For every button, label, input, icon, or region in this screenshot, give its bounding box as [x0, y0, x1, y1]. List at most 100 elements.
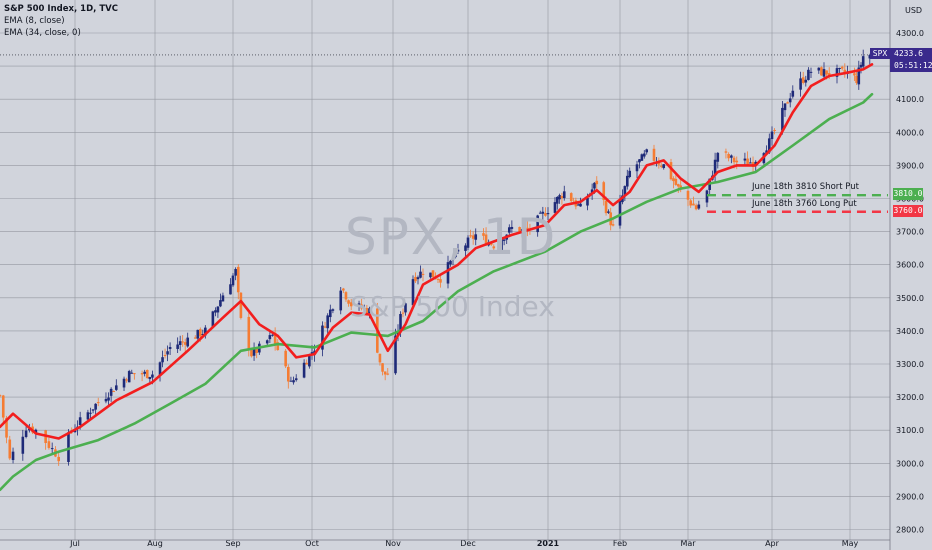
candle-up	[500, 239, 503, 251]
candle-up	[204, 327, 207, 336]
candle-down	[669, 162, 673, 180]
candle-down	[287, 366, 290, 382]
candle-down	[773, 129, 776, 131]
candle-up	[558, 195, 561, 200]
candle-down	[276, 342, 280, 351]
candle-down	[611, 224, 615, 226]
candle-down	[181, 341, 184, 343]
candle-up	[770, 131, 774, 140]
candle-up	[321, 325, 324, 350]
candle-down	[727, 153, 730, 159]
candle-up	[331, 309, 335, 311]
price-tick-label: 3900.0	[896, 161, 924, 170]
candle-up	[50, 448, 54, 450]
candle-down	[183, 342, 187, 345]
candle-down	[96, 402, 100, 404]
candle-up	[640, 154, 644, 161]
time-tick-label: Nov	[385, 539, 401, 548]
candle-up	[268, 335, 272, 340]
candle-up	[642, 153, 646, 157]
candle-down	[544, 213, 547, 216]
candle-up	[520, 229, 524, 232]
candle-up	[705, 190, 709, 203]
candle-up	[449, 260, 452, 265]
candle-up	[635, 164, 639, 172]
ema8-line	[0, 63, 874, 440]
grid-layer	[0, 0, 890, 540]
candle-up	[555, 197, 559, 204]
candle-down	[595, 180, 599, 185]
candle-up	[231, 275, 235, 286]
time-tick-label: Oct	[305, 539, 319, 548]
candle-down	[255, 347, 258, 353]
candle-down	[47, 441, 51, 448]
candle-down	[365, 308, 369, 314]
candle-down	[8, 439, 12, 459]
price-tick-label: 4300.0	[896, 29, 924, 38]
price-tick-label: 4000.0	[896, 128, 924, 137]
candle-up	[252, 348, 256, 356]
candle-up	[339, 290, 343, 311]
candle-up	[474, 234, 478, 240]
candle-up	[809, 71, 813, 73]
candle-up	[166, 351, 169, 355]
candle-down	[431, 270, 435, 278]
candle-down	[344, 292, 348, 300]
candle-up	[107, 397, 110, 401]
candle-up	[419, 271, 422, 278]
short-put-label: June 18th 3810 Short Put	[752, 182, 859, 192]
candle-down	[284, 350, 287, 367]
candle-up	[607, 211, 610, 213]
candle-down	[518, 227, 521, 233]
candle-up	[536, 215, 539, 233]
candle-up	[838, 67, 841, 69]
price-tick-label: 3000.0	[896, 459, 924, 468]
candle-down	[57, 456, 60, 462]
candle-down	[347, 300, 350, 304]
legend-symbol[interactable]: S&P 500 Index, 1D, TVC	[4, 4, 118, 14]
candle-up	[510, 226, 514, 229]
legend-ema-slow[interactable]: EMA (34, close, 0)	[4, 28, 81, 38]
candle-up	[579, 203, 582, 207]
candle-up	[454, 250, 457, 258]
candle-down	[560, 196, 564, 199]
candle-up	[357, 303, 361, 306]
candle-up	[91, 409, 95, 411]
candle-up	[835, 68, 839, 77]
time-tick-label: Feb	[613, 539, 627, 548]
short-put-level-tag: 3810.0	[893, 188, 923, 200]
candle-down	[439, 279, 442, 283]
candle-down	[239, 292, 243, 318]
candle-up	[645, 149, 649, 153]
candle-up	[308, 354, 311, 367]
candle-up	[562, 191, 566, 199]
price-tick-label: 3700.0	[896, 228, 924, 237]
candle-down	[386, 373, 390, 375]
last-price-symbol-badge: SPX	[870, 48, 890, 59]
candle-up	[148, 377, 152, 380]
candle-down	[323, 326, 327, 328]
candle-down	[236, 266, 240, 293]
candle-up	[86, 412, 90, 420]
legend-ema-fast[interactable]: EMA (8, close)	[4, 16, 65, 26]
candle-up	[127, 371, 131, 383]
legend: S&P 500 Index, 1D, TVC EMA (8, close) EM…	[4, 3, 118, 39]
candle-up	[11, 451, 15, 461]
candle-up	[21, 436, 25, 454]
candle-up	[292, 380, 295, 383]
candle-up	[416, 277, 420, 280]
watermark-ticker: SPX, 1D	[345, 208, 558, 266]
price-tick-label: 2800.0	[896, 526, 924, 535]
candle-down	[250, 350, 253, 357]
candle-up	[697, 204, 701, 209]
long-put-level-tag: 3760.0	[893, 205, 923, 217]
candle-down	[820, 67, 823, 76]
candle-up	[538, 212, 542, 214]
candle-down	[855, 75, 858, 83]
candle-up	[221, 295, 225, 302]
price-tick-label: 4100.0	[896, 95, 924, 104]
last-price-tag: 4233.6 05:51:12	[890, 48, 932, 72]
candle-down	[843, 69, 847, 73]
